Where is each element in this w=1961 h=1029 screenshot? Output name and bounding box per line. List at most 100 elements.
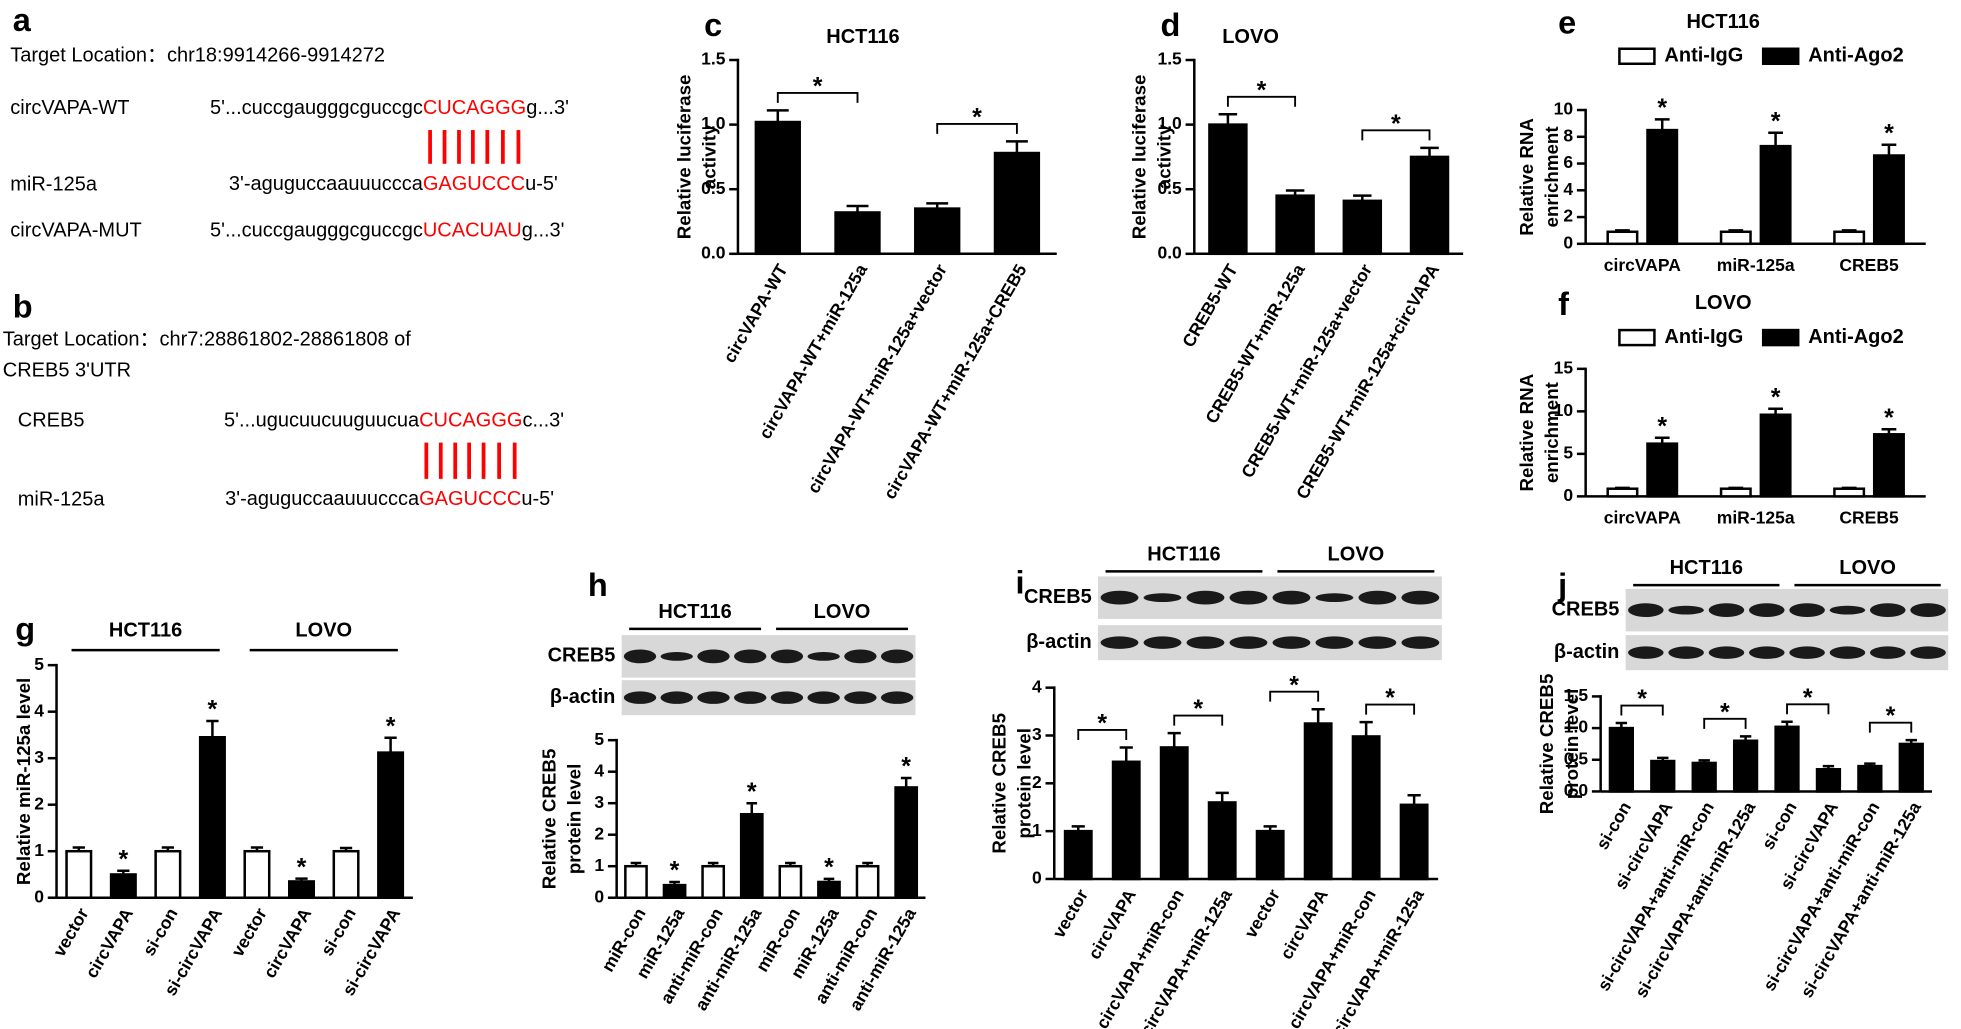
blot-band bbox=[1910, 646, 1946, 659]
significance-bracket bbox=[1361, 129, 1431, 141]
significance-star: * bbox=[386, 712, 396, 740]
bar bbox=[1255, 829, 1285, 881]
error-bar bbox=[1420, 146, 1439, 157]
blot-band bbox=[1186, 636, 1225, 649]
blot-band bbox=[1910, 603, 1946, 618]
group-label: LOVO bbox=[814, 601, 871, 623]
y-tick-label: 2 bbox=[1032, 772, 1042, 792]
sequence-part: GAGUCCC bbox=[423, 173, 525, 195]
error-bar bbox=[1698, 759, 1710, 763]
error-bar bbox=[1881, 143, 1897, 156]
error-bar bbox=[862, 861, 873, 867]
y-tick-label: 4 bbox=[594, 760, 604, 780]
significance-bracket bbox=[1786, 703, 1830, 715]
bar bbox=[1691, 761, 1717, 793]
sequence-part: 5'...cuccgaugggcguccgc bbox=[210, 220, 423, 242]
error-bar bbox=[1905, 738, 1917, 744]
y-tick-label: 1 bbox=[34, 840, 44, 860]
error-bar bbox=[1728, 486, 1744, 490]
significance-star: * bbox=[747, 778, 757, 806]
error-bar bbox=[1311, 707, 1325, 724]
error-bar bbox=[384, 736, 397, 753]
error-bar bbox=[1005, 140, 1028, 154]
blot-band bbox=[1315, 593, 1354, 603]
bar bbox=[377, 751, 405, 899]
blot-row-label: CREB5 bbox=[1024, 586, 1092, 608]
error-bar bbox=[926, 202, 949, 209]
significance-star: * bbox=[1803, 684, 1813, 712]
error-bar bbox=[900, 776, 912, 788]
significance-bracket bbox=[1703, 717, 1747, 729]
significance-star: * bbox=[1657, 94, 1667, 122]
error-bar bbox=[846, 204, 869, 213]
significance-star: * bbox=[1884, 404, 1894, 432]
error-bar bbox=[1881, 427, 1897, 435]
x-tick-label: CREB5 bbox=[1839, 255, 1899, 275]
bar bbox=[1608, 726, 1634, 793]
error-bar bbox=[630, 861, 642, 867]
y-tick-label: 3 bbox=[1032, 724, 1042, 744]
y-axis-label: activity bbox=[698, 124, 719, 189]
blot-band bbox=[880, 649, 914, 664]
blot-band bbox=[697, 649, 730, 664]
y-axis-label: Relative RNA bbox=[1516, 118, 1537, 236]
y-axis-label: Relative RNA bbox=[1516, 373, 1537, 491]
error-bar bbox=[1285, 189, 1305, 196]
error-bar bbox=[1119, 746, 1133, 762]
error-bar bbox=[295, 877, 308, 882]
bar bbox=[1774, 725, 1800, 793]
chart-title: LOVO bbox=[1222, 26, 1279, 48]
group-label: HCT116 bbox=[1147, 543, 1220, 565]
x-tick-label: circVAPA bbox=[1604, 255, 1682, 275]
sequence-part: CUCAGGG bbox=[419, 410, 522, 432]
x-tick-label: miR-125a bbox=[1717, 255, 1795, 275]
blot-row-label: β-actin bbox=[1026, 631, 1092, 653]
significance-bracket bbox=[1365, 703, 1416, 715]
blot-band bbox=[1628, 603, 1664, 618]
y-tick-label: 3 bbox=[34, 747, 44, 767]
chart-title: HCT116 bbox=[1686, 11, 1759, 33]
bar bbox=[1409, 155, 1450, 256]
error-bar bbox=[823, 877, 835, 882]
blot-band bbox=[697, 691, 730, 704]
bar bbox=[1275, 194, 1315, 256]
bar bbox=[1111, 760, 1141, 881]
bar bbox=[1719, 487, 1752, 498]
y-tick-label: 1 bbox=[1032, 820, 1042, 840]
sequence: 5'...cuccgaugggcguccgcCUCAGGGg...3' bbox=[210, 97, 569, 119]
error-bar bbox=[1215, 791, 1229, 803]
group-label: LOVO bbox=[1839, 557, 1896, 579]
blot-band bbox=[1708, 646, 1745, 659]
blot-band bbox=[1401, 636, 1440, 649]
group-label: LOVO bbox=[295, 620, 352, 642]
group-label: HCT116 bbox=[109, 620, 182, 642]
error-bar bbox=[1407, 794, 1421, 805]
bar bbox=[1208, 123, 1248, 256]
sequence-part: 3'-aguguccaauuuccca bbox=[225, 488, 420, 510]
error-bar bbox=[1167, 731, 1181, 748]
panel-label: i bbox=[1016, 565, 1025, 601]
error-bar bbox=[72, 846, 85, 852]
blot-band bbox=[1229, 636, 1268, 649]
bar bbox=[1719, 230, 1752, 246]
error-bar bbox=[1218, 113, 1238, 125]
error-bar bbox=[707, 861, 719, 867]
y-tick-label: 1.5 bbox=[1157, 49, 1182, 69]
blot-band bbox=[1789, 603, 1825, 618]
bar bbox=[198, 736, 226, 899]
sequence-name: CREB5 bbox=[18, 410, 85, 432]
bar bbox=[288, 880, 316, 899]
bar bbox=[778, 864, 803, 899]
legend-label: Anti-Ago2 bbox=[1808, 45, 1904, 67]
blot-band bbox=[1143, 593, 1182, 603]
y-axis-label: Relative luciferase bbox=[673, 75, 694, 240]
bar bbox=[1872, 433, 1905, 498]
bar bbox=[1898, 742, 1924, 793]
sequence-part: g...3' bbox=[522, 220, 565, 242]
blot-band bbox=[1100, 590, 1139, 605]
bar bbox=[1815, 768, 1842, 793]
legend-swatch bbox=[1618, 47, 1656, 66]
sequence-part: GAGUCCC bbox=[419, 488, 521, 510]
blot-band bbox=[1401, 590, 1440, 605]
error-bar bbox=[339, 846, 353, 852]
